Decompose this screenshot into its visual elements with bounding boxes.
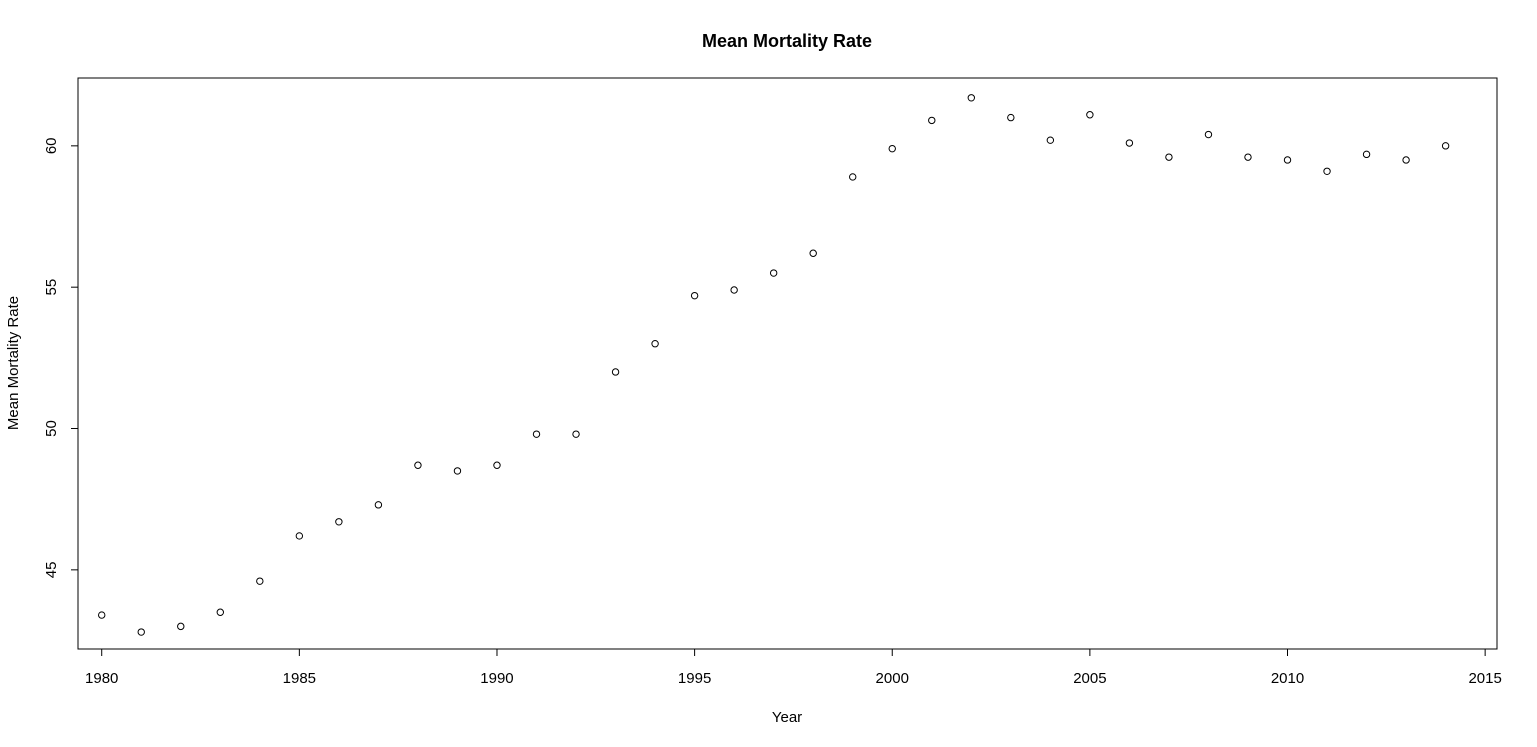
data-point xyxy=(414,461,422,469)
data-point xyxy=(256,577,264,585)
data-point xyxy=(374,501,383,509)
y-axis-label: Mean Mortality Rate xyxy=(5,296,22,430)
data-point xyxy=(769,269,778,277)
data-point xyxy=(1204,130,1213,139)
y-tick-label: 55 xyxy=(43,279,60,296)
plot-area-border xyxy=(77,77,1498,650)
x-tick-label: 2015 xyxy=(1468,670,1501,687)
x-tick-label: 2010 xyxy=(1271,670,1304,687)
data-point xyxy=(98,611,106,619)
data-point xyxy=(928,116,936,125)
data-point xyxy=(1125,139,1134,147)
data-point xyxy=(1441,142,1450,150)
data-point xyxy=(651,340,659,348)
x-tick-label: 2000 xyxy=(876,670,909,687)
data-point xyxy=(216,608,224,616)
data-point xyxy=(1402,156,1410,164)
data-point xyxy=(1007,113,1015,122)
data-point xyxy=(849,173,857,181)
data-point xyxy=(453,467,462,475)
data-point xyxy=(532,430,541,438)
data-point xyxy=(1086,111,1094,119)
data-point xyxy=(1323,167,1331,175)
y-tick-label: 60 xyxy=(43,137,60,154)
data-point xyxy=(1165,153,1173,161)
data-point xyxy=(1283,156,1292,164)
x-tick-label: 1980 xyxy=(85,670,118,687)
data-point xyxy=(1362,150,1371,159)
x-tick-label: 1985 xyxy=(283,670,316,687)
data-point xyxy=(137,628,145,636)
data-point xyxy=(888,144,896,153)
y-tick-label: 50 xyxy=(43,420,60,437)
x-tick-label: 1990 xyxy=(480,670,513,687)
y-tick-label: 45 xyxy=(43,562,60,579)
x-tick-label: 2005 xyxy=(1073,670,1106,687)
data-points xyxy=(98,94,1450,636)
data-point xyxy=(690,291,699,300)
data-point xyxy=(493,461,501,469)
data-point xyxy=(809,249,817,257)
data-point xyxy=(335,518,343,526)
data-point xyxy=(572,430,580,438)
data-point xyxy=(295,532,304,540)
x-axis-label: Year xyxy=(772,709,802,726)
data-point xyxy=(1244,153,1252,161)
y-axis: 45 50 55 60 xyxy=(43,137,79,579)
chart-title: Mean Mortality Rate xyxy=(702,31,872,51)
x-axis: 1980 1985 1990 1995 2000 2005 2010 2015 xyxy=(85,648,1502,687)
data-point xyxy=(611,368,620,376)
data-point xyxy=(177,622,185,631)
data-point xyxy=(1046,136,1055,144)
x-tick-label: 1995 xyxy=(678,670,711,687)
data-point xyxy=(967,94,975,102)
data-point xyxy=(730,286,738,294)
